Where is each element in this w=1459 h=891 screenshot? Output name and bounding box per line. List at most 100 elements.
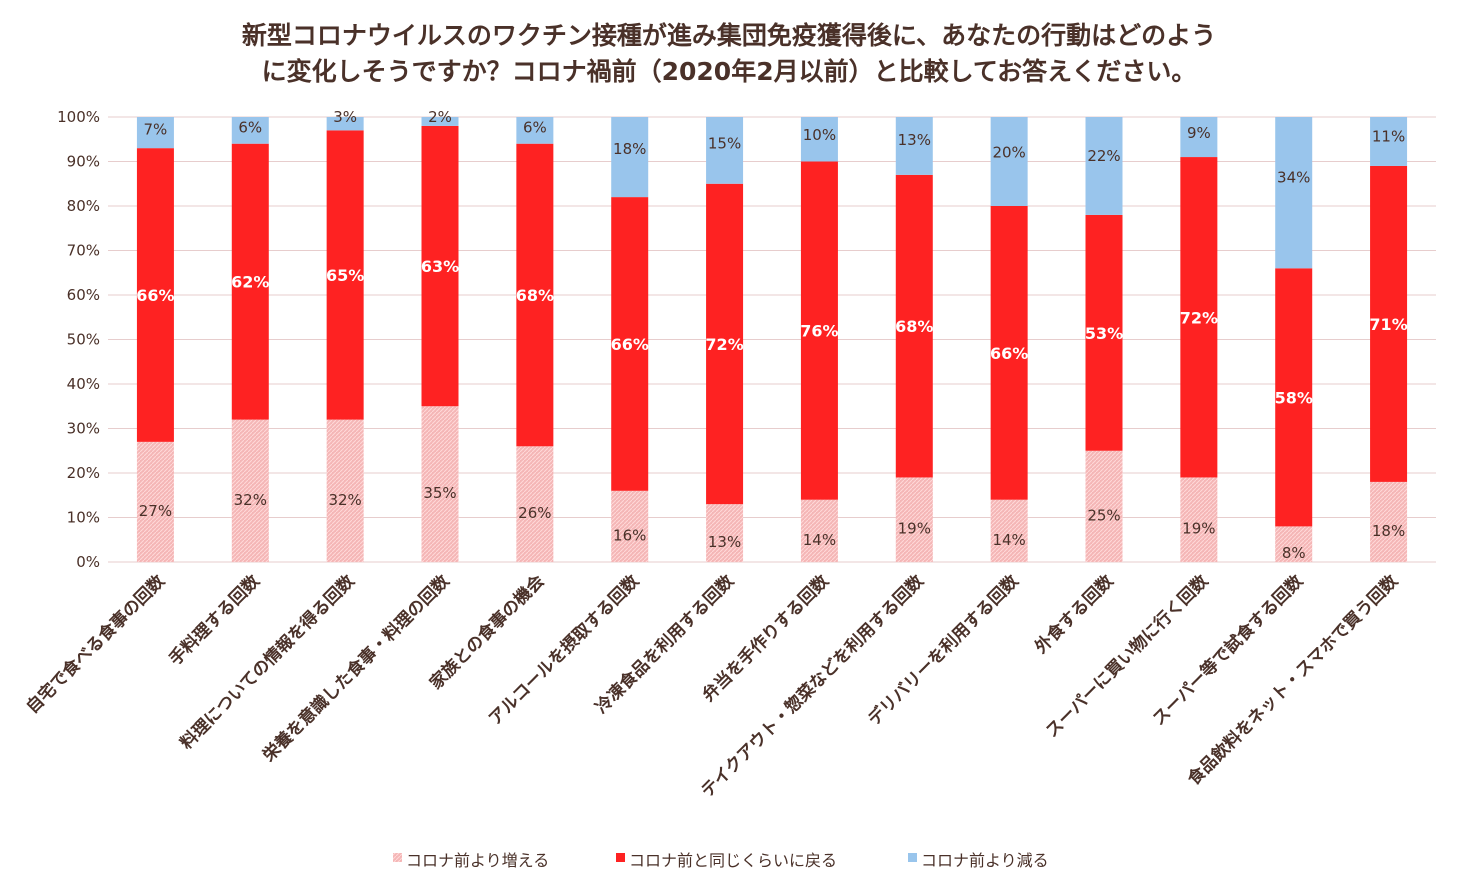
x-tick-label: スーパー等で試食する回数 (1148, 570, 1308, 730)
data-label: 13% (898, 131, 931, 149)
x-tick-label: スーパーに買い物に行く回数 (1041, 570, 1213, 742)
data-label: 18% (1372, 522, 1405, 540)
x-tick-label: 栄養を意識した食事・料理の回数 (258, 570, 455, 767)
data-label: 32% (234, 491, 267, 509)
data-label: 19% (1182, 520, 1215, 538)
data-label: 32% (328, 491, 361, 509)
data-label: 35% (423, 484, 456, 502)
data-label: 26% (518, 504, 551, 522)
legend-label: コロナ前より減る (921, 851, 1049, 870)
bar-segment (1370, 117, 1408, 166)
legend-label: コロナ前と同じくらいに戻る (629, 851, 837, 870)
x-tick-label: デリバリーを利用する回数 (864, 570, 1024, 730)
data-label: 27% (139, 502, 172, 520)
bar-segment (1275, 268, 1313, 527)
bar-segment (421, 125, 459, 407)
bar-segment (326, 130, 364, 420)
x-tick-label: 食品飲料をネット・スマホで買う回数 (1183, 570, 1403, 790)
y-tick-label: 0% (76, 553, 100, 571)
bar-segment (611, 490, 649, 562)
bar-segment (800, 117, 838, 162)
data-label: 68% (895, 317, 933, 336)
legend-swatch (908, 853, 917, 862)
data-label: 20% (992, 144, 1025, 162)
data-label: 25% (1087, 506, 1120, 524)
legend-label: コロナ前より増える (406, 851, 549, 870)
bar-segment (231, 117, 269, 144)
data-label: 10% (803, 126, 836, 144)
data-label: 76% (800, 322, 838, 341)
bar-segment (1370, 165, 1408, 482)
data-label: 66% (990, 344, 1028, 363)
data-label: 18% (613, 140, 646, 158)
bar-segment (706, 117, 744, 184)
bar-segment (611, 117, 649, 198)
bar-segment (231, 143, 269, 420)
data-label: 11% (1372, 128, 1405, 146)
bar-segment (895, 174, 933, 478)
bar-segment (1180, 477, 1218, 562)
bar-segment (516, 446, 554, 562)
data-label: 9% (1187, 124, 1211, 142)
data-label: 13% (708, 533, 741, 551)
y-tick-label: 40% (67, 375, 100, 393)
bar-segment (1180, 117, 1218, 158)
bar-segment (421, 406, 459, 562)
x-tick-label: アルコールを摂取する回数 (485, 570, 644, 729)
bar-segment (1085, 117, 1123, 215)
chart-title-line: 新型コロナウイルスのワクチン接種が進み集団免疫獲得後に、あなたの行動はどのよう (242, 21, 1216, 50)
y-tick-label: 60% (67, 286, 100, 304)
x-tick-label: 外食する回数 (1031, 570, 1119, 658)
data-label: 72% (705, 335, 743, 354)
data-label: 63% (421, 257, 459, 276)
bar-segment (706, 183, 744, 505)
data-label: 6% (523, 119, 547, 137)
y-tick-label: 10% (67, 509, 100, 527)
data-label: 6% (238, 119, 262, 137)
legend-swatch (393, 853, 402, 862)
bar-segment (1370, 481, 1408, 562)
y-tick-label: 50% (67, 331, 100, 349)
bar-segment (800, 161, 838, 500)
bar-segment (136, 117, 174, 149)
bar-segment (421, 117, 459, 126)
y-tick-label: 70% (67, 242, 100, 260)
bar-segment (516, 143, 554, 447)
x-tick-label: 自宅で食べる食事の回数 (22, 570, 170, 718)
data-label: 62% (231, 273, 269, 292)
data-label: 2% (428, 108, 452, 126)
data-label: 66% (136, 286, 174, 305)
x-tick-label: 手料理する回数 (165, 570, 265, 670)
legend-swatch (616, 853, 625, 862)
bar-segment (800, 499, 838, 562)
data-label: 53% (1085, 324, 1123, 343)
bar-segment (895, 117, 933, 175)
y-tick-label: 90% (67, 153, 100, 171)
y-tick-label: 80% (67, 197, 100, 215)
data-label: 71% (1369, 315, 1407, 334)
data-label: 72% (1180, 308, 1218, 327)
bar-segment (706, 504, 744, 562)
chart-title-line: に変化しそうですか？コロナ禍前（2020年2月以前）と比較してお答えください。 (262, 57, 1197, 86)
data-label: 14% (803, 531, 836, 549)
bar-segment (1085, 450, 1123, 562)
data-label: 16% (613, 526, 646, 544)
data-label: 65% (326, 266, 364, 285)
data-label: 68% (516, 286, 554, 305)
data-label: 8% (1282, 544, 1306, 562)
bar-segment (1275, 117, 1313, 269)
bar-segment (1275, 526, 1313, 562)
data-label: 15% (708, 135, 741, 153)
y-tick-label: 20% (67, 464, 100, 482)
data-label: 66% (611, 335, 649, 354)
y-tick-label: 30% (67, 420, 100, 438)
bar-segment (1180, 157, 1218, 478)
data-label: 14% (992, 531, 1025, 549)
bar-segment (231, 419, 269, 562)
data-label: 7% (144, 120, 168, 138)
data-label: 22% (1087, 147, 1120, 165)
bar-segment (326, 419, 364, 562)
bar-segment (895, 477, 933, 562)
